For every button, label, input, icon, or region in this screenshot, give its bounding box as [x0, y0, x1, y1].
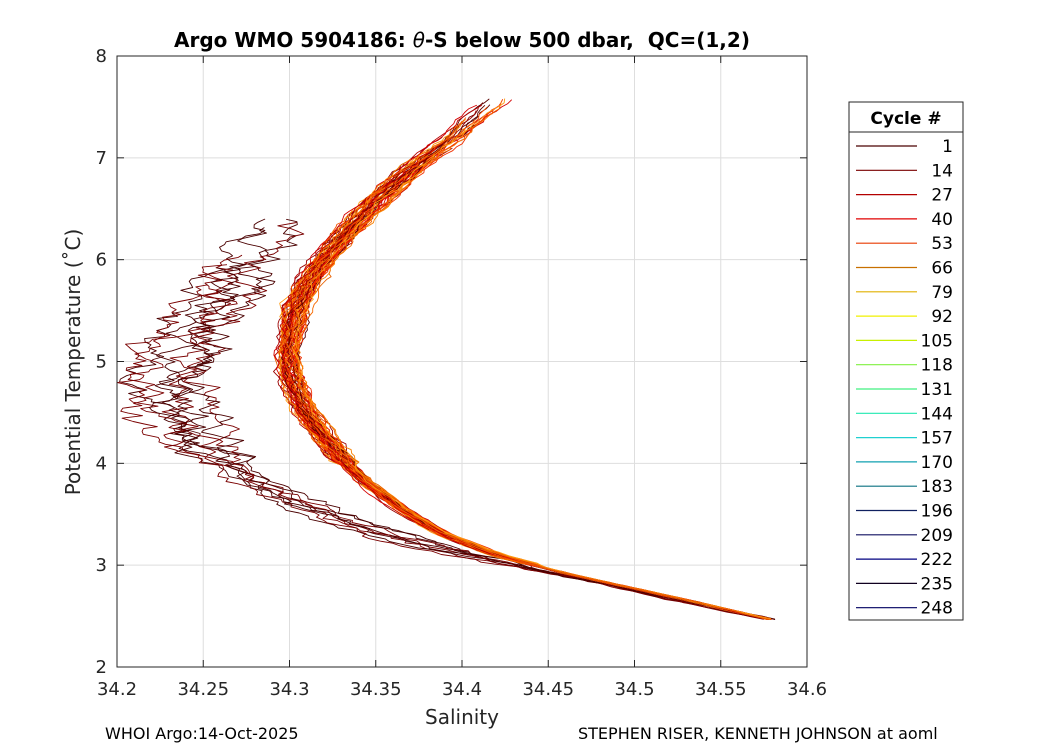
y-tick-label: 5	[96, 352, 107, 373]
legend-label-209: 209	[921, 526, 953, 546]
y-tick-label: 3	[96, 555, 107, 576]
profile-lines	[116, 98, 776, 621]
profile-line-57	[281, 104, 770, 620]
legend-label-170: 170	[921, 453, 953, 473]
legend-label-105: 105	[921, 331, 953, 351]
x-tick-label: 34.55	[695, 679, 747, 700]
legend-label-66: 66	[931, 259, 953, 279]
profile-line-63	[293, 99, 772, 621]
legend-label-235: 235	[921, 574, 953, 594]
profile-line-3	[120, 254, 764, 620]
chart-title: Argo WMO 5904186: θ-S below 500 dbar, QC…	[174, 28, 750, 52]
footer-date: WHOI Argo:14-Oct-2025	[105, 724, 299, 743]
legend-label-222: 222	[921, 550, 953, 570]
x-tick-label: 34.3	[269, 679, 309, 700]
profile-line-7	[116, 284, 769, 620]
legend-label-248: 248	[921, 599, 953, 619]
legend-label-183: 183	[921, 477, 953, 497]
legend: Cycle # 1 14 27 40 53 66 79 92 105 118 131 144 157 17…	[848, 101, 964, 621]
legend-label-27: 27	[931, 186, 953, 206]
legend-box	[848, 101, 964, 621]
legend-title: Cycle #	[870, 109, 941, 129]
y-tick-labels: 2 3 4 5 6 7 8	[96, 46, 107, 678]
legend-label-144: 144	[921, 404, 953, 424]
x-tick-label: 34.4	[442, 679, 482, 700]
legend-label-92: 92	[931, 307, 953, 327]
profile-line-2	[119, 218, 767, 620]
profile-line-68	[284, 204, 770, 620]
legend-label-157: 157	[921, 429, 953, 449]
legend-label-118: 118	[921, 356, 953, 376]
legend-label-131: 131	[921, 380, 953, 400]
legend-label-14: 14	[931, 161, 953, 181]
y-tick-label: 4	[96, 453, 107, 474]
x-tick-label: 34.45	[522, 679, 574, 700]
legend-label-53: 53	[931, 234, 953, 254]
x-tick-label: 34.6	[787, 679, 827, 700]
x-tick-label: 34.25	[177, 679, 229, 700]
x-axis-label: Salinity	[425, 705, 499, 729]
legend-label-40: 40	[931, 210, 953, 230]
y-tick-label: 7	[96, 148, 107, 169]
x-tick-label: 34.35	[350, 679, 402, 700]
profile-line-67	[291, 98, 771, 620]
legend-label-1: 1	[942, 137, 953, 157]
profile-line-0	[161, 218, 775, 620]
footer-credits: STEPHEN RISER, KENNETH JOHNSON at aoml	[578, 724, 938, 743]
profile-line-60	[280, 208, 769, 620]
axis-ticks	[116, 55, 808, 668]
x-tick-labels: 34.2 34.25 34.3 34.35 34.4 34.45 34.5 34.55 34.6	[97, 679, 827, 700]
x-tick-label: 34.2	[97, 679, 137, 700]
x-tick-label: 34.5	[614, 679, 654, 700]
y-tick-label: 2	[96, 657, 107, 678]
profile-line-8	[149, 267, 769, 620]
legend-label-79: 79	[931, 283, 953, 303]
legend-label-196: 196	[921, 502, 953, 522]
y-tick-label: 8	[96, 46, 107, 67]
y-tick-label: 6	[96, 250, 107, 271]
y-axis-label: Potential Temperature (˚C)	[61, 229, 85, 496]
